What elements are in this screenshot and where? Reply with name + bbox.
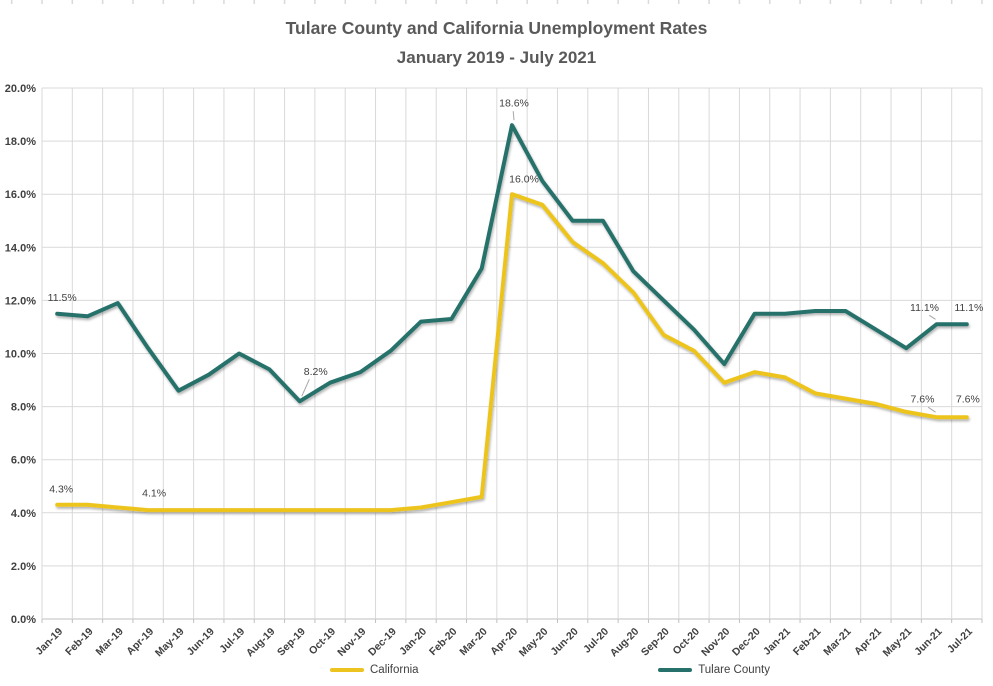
y-axis-tick-label: 18.0%: [5, 136, 36, 148]
x-axis-tick-label: Jun-20: [548, 626, 581, 659]
legend-label-california: California: [370, 664, 419, 676]
data-label-leader-line: [927, 406, 936, 413]
x-axis-tick-label: Dec-20: [730, 626, 763, 659]
x-axis-tick-label: Feb-20: [427, 626, 460, 659]
x-axis-tick-label: Jun-21: [912, 626, 945, 659]
x-axis-tick-label: Nov-20: [699, 626, 732, 659]
x-axis-tick-label: Apr-21: [852, 626, 884, 658]
data-label: 11.1%: [910, 302, 939, 314]
x-axis-tick-label: Feb-21: [791, 626, 824, 659]
data-label: 18.6%: [499, 98, 529, 110]
x-axis-tick-label: Apr-20: [488, 626, 520, 658]
x-axis-tick-label: May-21: [881, 626, 915, 660]
chart-title: Tulare County and California Unemploymen…: [0, 13, 993, 73]
x-axis-tick-label: Aug-20: [608, 626, 642, 660]
california-line-swatch: [330, 667, 364, 673]
chart-title-line2: January 2019 - July 2021: [396, 48, 597, 67]
y-axis-tick-label: 8.0%: [11, 402, 36, 414]
x-axis-tick-label: Jan-21: [761, 626, 793, 658]
x-axis-tick-label: Mar-19: [94, 626, 127, 659]
x-axis-tick-label: Mar-21: [821, 626, 854, 659]
data-label: 16.0%: [509, 174, 539, 186]
y-axis-tick-label: 10.0%: [5, 349, 36, 361]
data-label: 11.1%: [954, 302, 983, 314]
x-axis-tick-label: Mar-20: [457, 626, 490, 659]
legend-item-california: California: [330, 664, 419, 676]
x-axis-tick-label: Sep-20: [639, 626, 672, 659]
legend: California Tulare County: [330, 664, 770, 676]
california-line: [55, 192, 969, 513]
y-axis-tick-label: 4.0%: [11, 508, 36, 520]
x-axis-tick-label: May-20: [517, 626, 551, 660]
x-axis-tick-label: Apr-19: [124, 626, 156, 658]
data-label-leader-line: [929, 314, 936, 320]
x-axis-tick-label: Nov-19: [335, 626, 368, 659]
y-axis-tick-label: 6.0%: [11, 455, 36, 467]
x-axis-tick-label: Jan-19: [33, 626, 65, 658]
tulare-county-line: [55, 123, 969, 404]
x-axis-tick-label: Oct-20: [670, 626, 702, 658]
x-axis-tick-label: Aug-19: [244, 626, 278, 660]
y-axis-tick-label: 12.0%: [5, 295, 36, 307]
y-axis-tick-label: 2.0%: [11, 561, 36, 573]
data-label: 11.5%: [48, 292, 77, 304]
data-label: 7.6%: [911, 394, 935, 406]
x-axis-tick-label: Feb-19: [63, 626, 96, 659]
y-axis-tick-label: 0.0%: [11, 614, 36, 626]
y-axis-tick-label: 20.0%: [5, 83, 36, 95]
x-axis-tick-label: Sep-19: [275, 626, 308, 659]
chart-title-line1: Tulare County and California Unemploymen…: [285, 18, 708, 38]
x-axis-tick-label: May-19: [153, 626, 187, 660]
y-axis-tick-label: 16.0%: [5, 189, 36, 201]
legend-label-tulare-county: Tulare County: [698, 664, 770, 676]
x-axis-tick-label: Jan-20: [397, 626, 429, 658]
data-label: 4.1%: [142, 488, 166, 500]
x-axis-tick-label: Jun-19: [184, 626, 217, 659]
legend-item-tulare-county: Tulare County: [658, 664, 770, 676]
x-axis-tick-label: Oct-19: [307, 626, 339, 658]
data-label-leader-line: [301, 379, 310, 397]
x-axis-tick-label: Jul-21: [945, 626, 975, 656]
data-label: 7.6%: [956, 394, 980, 406]
x-axis-tick-label: Dec-19: [366, 626, 399, 659]
data-label: 8.2%: [304, 366, 328, 378]
data-label: 4.3%: [49, 483, 73, 495]
tulare-county-line-swatch: [658, 667, 693, 673]
data-label-leader-line: [512, 111, 515, 121]
y-axis-tick-label: 14.0%: [5, 242, 36, 254]
